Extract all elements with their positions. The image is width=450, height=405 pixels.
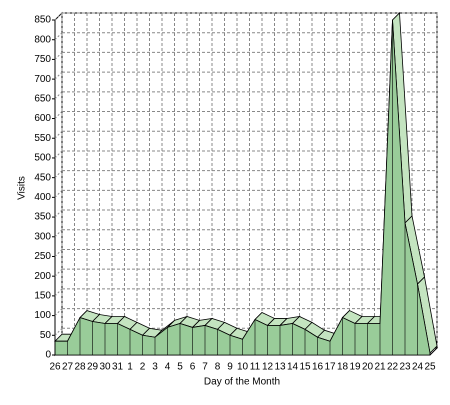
x-tick-label: 28 — [74, 362, 86, 373]
x-tick-label: 30 — [99, 362, 111, 373]
y-tick-label: 400 — [34, 192, 51, 203]
y-tick-label: 500 — [34, 153, 51, 164]
x-tick-label: 23 — [399, 362, 411, 373]
grid-line — [54, 71, 63, 80]
y-tick-label: 850 — [34, 15, 51, 26]
y-tick-label: 800 — [34, 34, 51, 45]
x-tick-label: 11 — [250, 362, 261, 373]
grid-line — [54, 288, 63, 297]
x-tick-label: 22 — [387, 362, 399, 373]
x-tick-label: 7 — [202, 362, 208, 373]
x-tick-label: 15 — [299, 362, 311, 373]
y-tick-label: 550 — [34, 133, 51, 144]
y-tick-label: 450 — [34, 172, 51, 183]
x-tick-label: 4 — [165, 362, 171, 373]
x-tick-label: 29 — [87, 362, 99, 373]
x-tick-label: 19 — [349, 362, 361, 373]
grid-line — [54, 91, 63, 100]
y-tick-label: 0 — [45, 350, 51, 361]
x-tick-label: 1 — [127, 362, 133, 373]
x-tick-label: 17 — [324, 362, 336, 373]
y-tick-label: 750 — [34, 54, 51, 65]
x-tick-label: 9 — [227, 362, 233, 373]
y-tick-label: 650 — [34, 93, 51, 104]
grid-line — [54, 209, 63, 218]
grid-line — [54, 170, 63, 179]
y-tick-label: 150 — [34, 291, 51, 302]
x-tick-label: 12 — [262, 362, 274, 373]
y-tick-label: 300 — [34, 231, 51, 242]
grid-line — [54, 308, 63, 316]
x-tick-label: 25 — [424, 362, 436, 373]
x-tick-label: 3 — [152, 362, 158, 373]
x-tick-label: 10 — [237, 362, 249, 373]
x-tick-label: 6 — [190, 362, 196, 373]
x-tick-label: 8 — [215, 362, 221, 373]
y-axis-title: Visits — [17, 176, 28, 200]
y-tick-label: 350 — [34, 212, 51, 223]
x-tick-label: 21 — [374, 362, 386, 373]
x-tick-label: 24 — [412, 362, 424, 373]
y-tick-label: 250 — [34, 251, 51, 262]
grid-line — [54, 189, 63, 198]
grid-line — [54, 130, 63, 139]
y-tick-label: 50 — [40, 330, 52, 341]
x-tick-label: 2 — [140, 362, 146, 373]
x-tick-label: 27 — [62, 362, 74, 373]
x-tick-label: 26 — [49, 362, 61, 373]
x-tick-label: 20 — [362, 362, 374, 373]
grid-line — [54, 229, 63, 238]
grid-line — [54, 52, 63, 60]
grid-line — [54, 150, 63, 159]
x-axis-title: Day of the Month — [204, 377, 280, 388]
side-wall — [54, 11, 63, 357]
y-tick-label: 200 — [34, 271, 51, 282]
y-tick-label: 700 — [34, 74, 51, 85]
grid-line — [54, 249, 63, 257]
grid-line — [54, 111, 63, 119]
grid-line — [54, 12, 63, 21]
y-tick-label: 100 — [34, 310, 51, 321]
grid-line — [54, 327, 63, 336]
x-tick-label: 16 — [312, 362, 324, 373]
x-tick-label: 31 — [112, 362, 124, 373]
grid-line — [54, 32, 63, 41]
grid-line — [54, 268, 63, 277]
x-tick-label: 14 — [287, 362, 299, 373]
x-tick-label: 5 — [177, 362, 183, 373]
x-tick-label: 18 — [337, 362, 349, 373]
x-tick-label: 13 — [274, 362, 286, 373]
y-tick-label: 600 — [34, 113, 51, 124]
